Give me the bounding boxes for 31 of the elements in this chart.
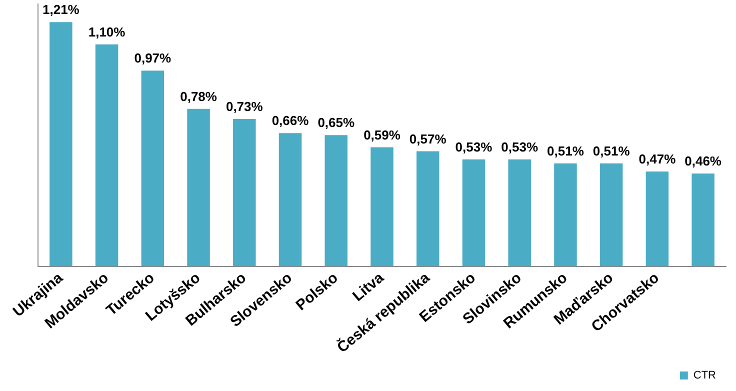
- bar: [692, 173, 714, 266]
- bar: [416, 151, 440, 266]
- data-label: 0,59%: [364, 127, 401, 142]
- bar: [278, 133, 302, 266]
- data-label: 0,65%: [318, 115, 355, 130]
- bar: [95, 44, 118, 266]
- data-label: 0,97%: [134, 50, 172, 66]
- data-label: 1,10%: [88, 24, 126, 40]
- bar: [50, 22, 72, 266]
- legend-label: CTR: [693, 370, 716, 382]
- data-label: 0,66%: [272, 113, 310, 128]
- bar: [646, 171, 669, 266]
- bar: [462, 159, 486, 266]
- bar: [370, 147, 394, 266]
- data-label: 0,78%: [180, 88, 218, 104]
- data-label: 0,51%: [592, 143, 630, 158]
- bar: [324, 135, 348, 266]
- data-label: 0,73%: [226, 99, 264, 114]
- bar: [233, 118, 256, 266]
- bar: [600, 163, 623, 266]
- bar: [554, 163, 577, 266]
- data-label: 0,53%: [455, 139, 493, 154]
- data-label: 0,51%: [547, 143, 584, 158]
- bar: [187, 108, 210, 266]
- data-label: 0,53%: [501, 139, 538, 154]
- bar: [141, 70, 164, 266]
- data-label: 0,47%: [638, 152, 676, 167]
- data-label: 0,46%: [684, 154, 722, 169]
- data-label: 0,57%: [409, 131, 447, 146]
- data-label: 1,21%: [42, 2, 80, 18]
- bar: [508, 159, 531, 266]
